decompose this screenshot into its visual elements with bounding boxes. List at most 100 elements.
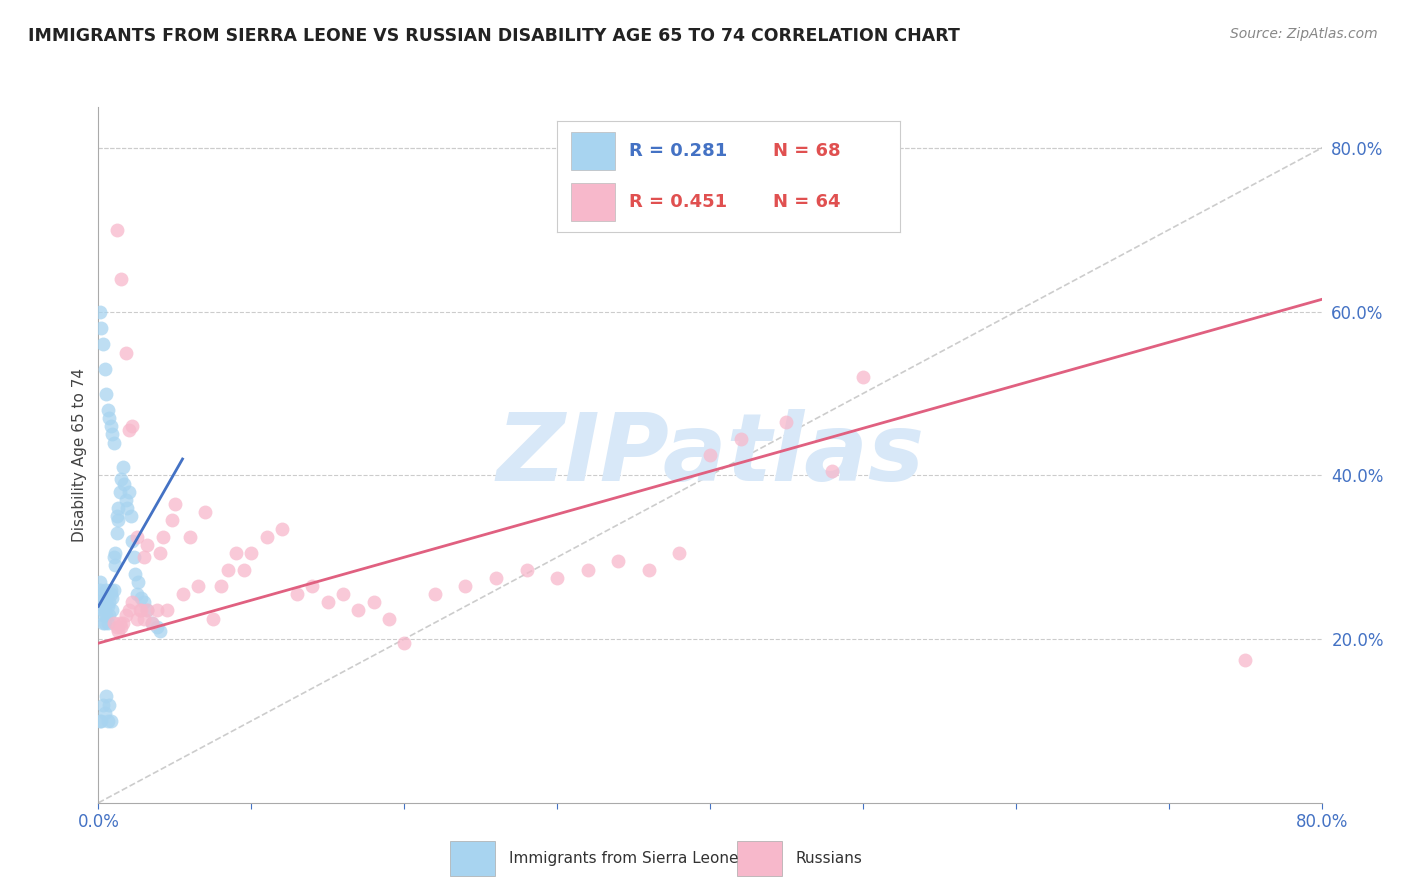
Point [149,546,172,560]
Point [93,706,115,720]
Point [637,562,661,576]
Point [134,550,156,565]
Point [115,607,138,622]
Text: IMMIGRANTS FROM SIERRA LEONE VS RUSSIAN DISABILITY AGE 65 TO 74 CORRELATION CHAR: IMMIGRANTS FROM SIERRA LEONE VS RUSSIAN … [28,27,960,45]
Point [217,562,239,576]
Point [94,582,117,597]
Point [101,591,124,606]
Point [163,497,186,511]
Text: Immigrants from Sierra Leone: Immigrants from Sierra Leone [509,851,738,866]
Point [105,620,128,634]
Point [105,525,128,540]
Point [194,505,217,519]
Point [546,571,568,585]
Point [97,587,120,601]
Point [576,562,599,576]
Point [332,587,354,601]
Point [98,698,121,712]
Point [98,411,121,425]
Point [89,574,111,589]
Point [122,550,145,565]
Point [392,636,416,650]
Point [93,591,115,606]
Point [240,546,263,560]
Point [104,546,127,560]
Point [98,595,121,609]
Point [156,603,179,617]
Text: Russians: Russians [796,851,863,866]
Point [97,403,120,417]
Point [127,574,149,589]
Point [124,566,146,581]
Point [141,615,163,630]
Point [91,337,114,351]
Point [111,615,134,630]
Point [107,501,129,516]
Point [91,607,114,622]
Point [301,579,323,593]
Point [172,587,194,601]
Point [110,473,132,487]
Point [516,562,538,576]
Point [149,624,172,638]
Point [107,624,129,638]
Point [90,599,112,614]
Point [90,587,112,601]
Point [103,582,125,597]
Point [108,484,131,499]
Point [125,612,148,626]
Point [118,423,141,437]
Point [90,595,112,609]
Point [105,509,128,524]
Point [97,714,120,728]
Point [120,509,142,524]
Point [128,603,150,617]
Point [852,370,875,384]
Point [699,448,721,462]
Point [90,714,112,728]
Point [100,582,122,597]
Point [145,603,167,617]
Point [101,603,124,617]
Point [160,513,183,527]
Point [93,599,115,614]
Point [121,533,143,548]
Point [347,603,370,617]
Point [108,615,131,630]
Point [115,492,138,507]
Point [115,345,138,359]
Point [100,714,122,728]
Point [202,612,225,626]
Point [93,362,115,376]
Point [104,558,127,573]
Point [187,579,209,593]
Point [89,582,111,597]
Point [270,522,292,536]
Point [136,538,159,552]
Point [91,603,114,617]
Point [179,530,201,544]
Point [112,476,135,491]
Point [117,501,139,516]
Point [103,615,125,630]
Point [129,591,152,606]
Point [141,615,163,630]
Point [100,587,122,601]
Point [110,620,132,634]
Point [134,595,156,609]
Point [129,603,152,617]
Point [90,321,112,335]
Point [423,587,446,601]
Point [97,615,120,630]
Point [100,419,122,434]
FancyBboxPatch shape [737,841,782,876]
Point [363,595,385,609]
Point [485,571,508,585]
Point [316,595,339,609]
Point [107,513,129,527]
Point [668,546,690,560]
Point [91,615,114,630]
Point [1234,652,1257,666]
Point [111,460,134,475]
Text: ZIPatlas: ZIPatlas [496,409,924,501]
